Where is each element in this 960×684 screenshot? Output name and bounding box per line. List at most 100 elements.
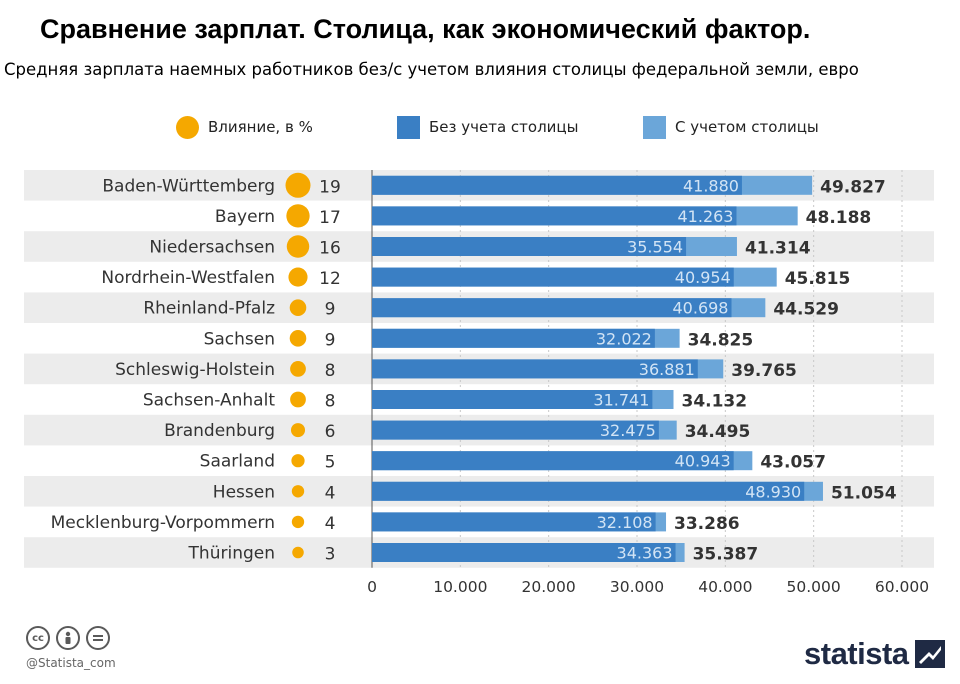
bar-without-capital [372, 237, 687, 256]
bar-label-with-capital: 41.314 [745, 239, 811, 259]
bar-label-without-capital: 40.954 [675, 268, 731, 287]
influence-value: 4 [325, 514, 336, 534]
bar-without-capital [372, 298, 732, 318]
influence-value: 12 [319, 269, 341, 289]
bar-label-without-capital: 32.108 [597, 513, 653, 532]
influence-value: 9 [325, 330, 336, 350]
bar-label-with-capital: 35.387 [693, 545, 759, 565]
chart-subtitle: Средняя зарплата наемных работников без/… [4, 60, 859, 79]
category-label: Sachsen [204, 329, 275, 349]
bar-label-without-capital: 41.263 [678, 207, 734, 226]
bar-without-capital [372, 328, 655, 348]
bar-label-without-capital: 36.881 [639, 360, 695, 379]
bar-without-capital [372, 481, 805, 501]
bar-label-without-capital: 48.930 [745, 482, 801, 501]
statista-handle: @Statista_com [26, 656, 116, 670]
cc-icon: cc [26, 626, 50, 650]
x-tick-label: 40.000 [698, 578, 752, 596]
bar-label-without-capital: 40.698 [673, 299, 729, 318]
influence-value: 4 [325, 483, 336, 503]
chart-title: Сравнение зарплат. Столица, как экономич… [40, 14, 811, 44]
influence-value: 17 [319, 208, 341, 228]
bar-label-with-capital: 43.057 [760, 453, 826, 473]
bar-label-with-capital: 34.132 [681, 392, 747, 412]
influence-dot [288, 267, 308, 287]
influence-value: 5 [325, 453, 336, 473]
legend-circle-icon [176, 115, 199, 139]
influence-dot [291, 485, 305, 498]
bar-label-with-capital: 45.815 [785, 269, 851, 289]
bar-without-capital [372, 206, 737, 226]
nd-icon [86, 626, 110, 650]
x-tick-label: 30.000 [610, 578, 664, 596]
bar-label-with-capital: 44.529 [773, 300, 839, 320]
influence-dot [290, 361, 306, 377]
influence-dot [286, 235, 310, 258]
bar-label-with-capital: 39.765 [731, 361, 797, 381]
category-label: Mecklenburg-Vorpommern [51, 513, 275, 533]
influence-dot [289, 299, 307, 316]
influence-dot [291, 515, 305, 529]
bar-label-without-capital: 32.475 [600, 421, 656, 440]
legend-item-influence: Влияние, в % [176, 114, 313, 140]
bar-without-capital [372, 359, 698, 379]
bar-without-capital [372, 420, 659, 440]
category-label: Brandenburg [164, 421, 275, 441]
bar-label-without-capital: 32.022 [596, 329, 652, 348]
legend-label-without-capital: Без учета столицы [429, 118, 579, 136]
category-label: Schleswig-Holstein [115, 360, 275, 380]
influence-dot [292, 546, 304, 559]
category-label: Saarland [200, 452, 275, 472]
bar-label-with-capital: 48.188 [806, 208, 872, 228]
influence-value: 6 [325, 422, 336, 442]
category-label: Bayern [215, 207, 275, 227]
bar-without-capital [372, 543, 676, 562]
x-tick-label: 60.000 [875, 578, 929, 596]
bar-label-with-capital: 51.054 [831, 483, 897, 503]
by-icon [56, 626, 80, 650]
influence-value: 9 [325, 300, 336, 320]
bar-label-with-capital: 49.827 [820, 177, 886, 197]
legend-label-with-capital: С учетом столицы [675, 118, 819, 136]
influence-value: 8 [325, 361, 336, 381]
x-tick-label: 20.000 [522, 578, 576, 596]
legend-square-dark-icon [397, 115, 420, 139]
license-icons: cc [26, 626, 110, 650]
category-label: Hessen [213, 482, 275, 502]
bar-without-capital [372, 512, 656, 532]
x-tick-label: 0 [367, 578, 377, 596]
category-label: Niedersachsen [149, 238, 275, 258]
legend-square-light-icon [643, 115, 666, 139]
x-tick-label: 10.000 [433, 578, 487, 596]
influence-dot [285, 172, 311, 198]
influence-value: 8 [325, 392, 336, 412]
legend-item-with-capital: С учетом столицы [643, 114, 819, 140]
x-tick-label: 50.000 [787, 578, 841, 596]
legend-item-without-capital: Без учета столицы [397, 114, 578, 140]
bar-label-without-capital: 31.741 [593, 391, 649, 410]
legend-label-influence: Влияние, в % [208, 118, 313, 136]
influence-dot [286, 204, 310, 228]
bar-without-capital [372, 390, 653, 409]
influence-value: 16 [319, 239, 341, 259]
bar-label-without-capital: 35.554 [627, 238, 683, 257]
influence-dot [289, 330, 307, 347]
category-label: Rheinland-Pfalz [143, 299, 275, 319]
influence-value: 3 [325, 545, 336, 565]
influence-dot [290, 423, 306, 438]
statista-wordmark: statista [804, 636, 909, 671]
statista-logo: statista [804, 636, 945, 672]
bar-label-without-capital: 40.943 [675, 452, 731, 471]
bar-label-with-capital: 34.495 [685, 422, 751, 442]
bar-without-capital [372, 267, 734, 287]
influence-dot [290, 391, 306, 408]
influence-value: 19 [319, 177, 341, 197]
category-label: Nordrhein-Westfalen [101, 268, 275, 288]
bar-without-capital [372, 175, 742, 195]
bar-label-without-capital: 34.363 [617, 544, 673, 563]
category-label: Thüringen [188, 544, 275, 564]
bar-without-capital [372, 451, 734, 471]
bar-label-without-capital: 41.880 [683, 176, 739, 195]
bar-label-with-capital: 33.286 [674, 514, 740, 534]
